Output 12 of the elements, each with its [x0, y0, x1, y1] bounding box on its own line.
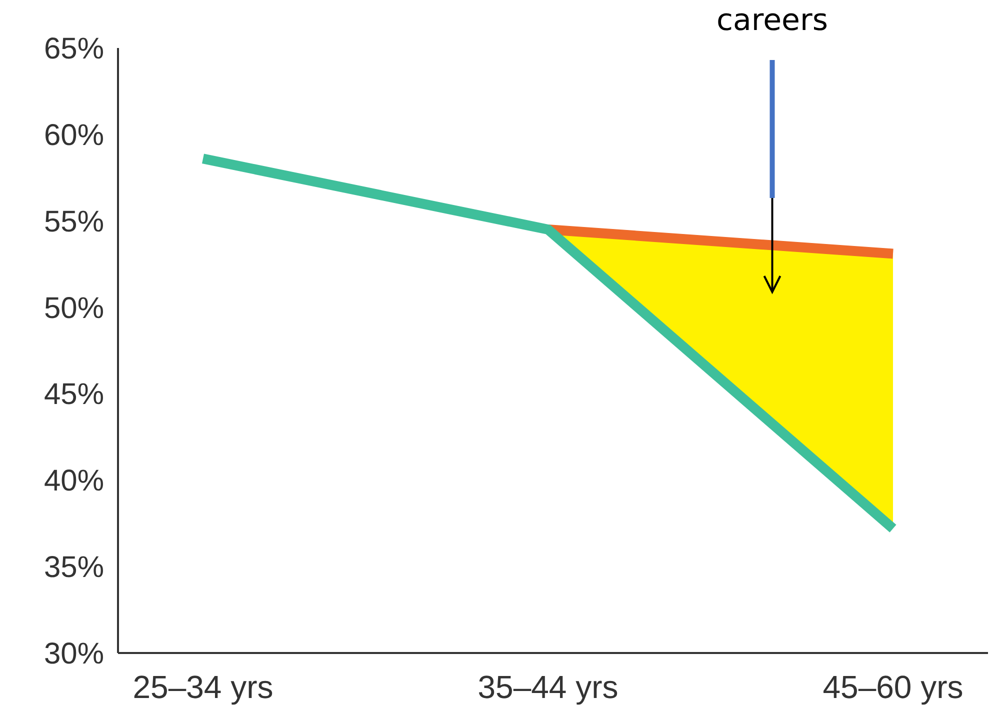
- x-tick-label: 45–60 yrs: [822, 669, 964, 705]
- y-tick-label: 45%: [44, 378, 104, 412]
- y-tick-label: 65%: [44, 32, 104, 66]
- y-tick-label: 35%: [44, 551, 104, 584]
- text: careers: [716, 3, 828, 38]
- y-tick-label: 40%: [44, 464, 104, 498]
- y-tick-label: 55%: [44, 205, 104, 238]
- y-tick-label: 60%: [44, 118, 104, 152]
- y-tick-label: 30%: [44, 638, 104, 670]
- x-tick-label: 35–44 yrs: [478, 669, 618, 705]
- y-tick-label: 50%: [44, 292, 104, 325]
- x-tick-label: 25–34 yrs: [132, 669, 274, 705]
